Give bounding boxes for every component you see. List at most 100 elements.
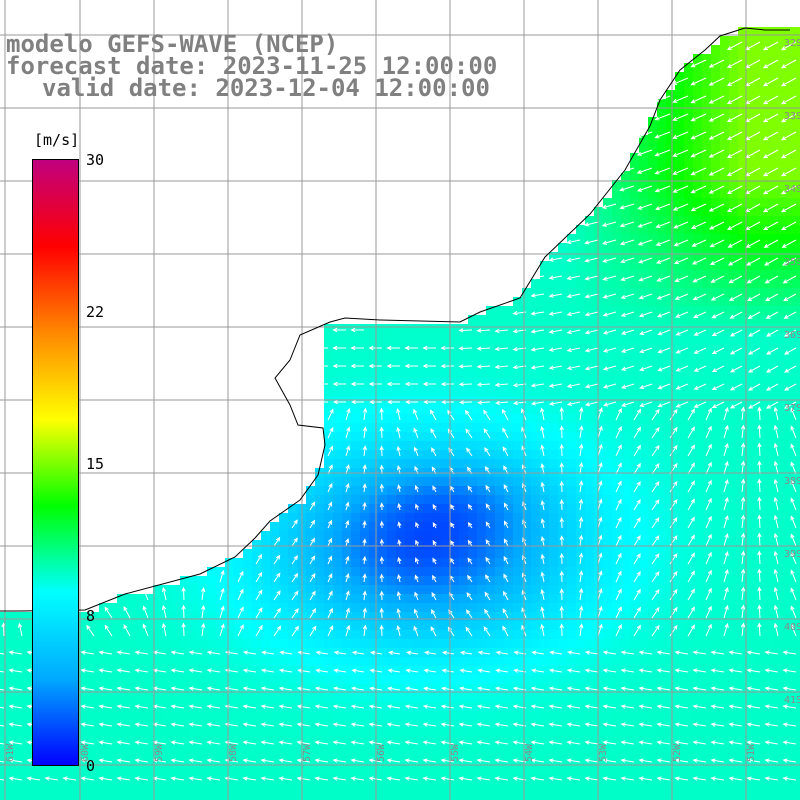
speed-cell [666,513,676,523]
speed-cell [333,378,343,388]
speed-cell [711,531,721,541]
speed-cell [396,684,406,694]
speed-cell [360,603,370,613]
wind-arrow [327,625,334,637]
speed-cell [450,450,460,460]
speed-cell [360,774,370,784]
speed-cell [720,288,730,298]
speed-cell [306,684,316,694]
speed-cell [459,342,469,352]
speed-cell [378,342,388,352]
speed-cell [738,324,748,334]
speed-cell [531,540,541,550]
speed-cell [729,747,739,757]
speed-cell [792,306,800,316]
speed-cell [585,288,595,298]
speed-cell [792,513,800,523]
speed-cell [342,639,352,649]
speed-cell [504,423,514,433]
speed-cell [342,666,352,676]
speed-cell [621,171,631,181]
speed-cell [711,594,721,604]
speed-cell [126,630,136,640]
speed-cell [702,162,712,172]
speed-cell [693,504,703,514]
speed-cell [657,711,667,721]
speed-cell [522,432,532,442]
speed-cell [423,657,433,667]
speed-cell [387,783,397,793]
speed-cell [693,216,703,226]
speed-cell [675,378,685,388]
speed-cell [477,441,487,451]
speed-cell [477,351,487,361]
speed-cell [225,558,235,568]
speed-cell [774,81,784,91]
speed-cell [522,441,532,451]
wind-arrow [404,363,418,369]
wind-arrow [170,668,185,673]
speed-cell [513,747,523,757]
speed-cell [522,522,532,532]
wind-arrow [134,668,149,673]
speed-cell [144,720,154,730]
wind-arrow [0,706,5,709]
wind-arrow [134,650,149,655]
speed-cell [720,720,730,730]
speed-cell [396,558,406,568]
speed-cell [378,324,388,334]
speed-cell [666,693,676,703]
speed-cell [711,135,721,145]
speed-cell [324,549,334,559]
speed-cell [378,423,388,433]
speed-cell [234,693,244,703]
speed-cell [783,450,793,460]
speed-cell [576,693,586,703]
speed-cell [792,180,800,190]
speed-cell [234,792,244,800]
speed-cell [657,324,667,334]
speed-cell [657,99,667,109]
speed-cell [405,333,415,343]
speed-cell [612,702,622,712]
speed-cell [567,270,577,280]
speed-cell [540,315,550,325]
speed-cell [630,351,640,361]
speed-cell [81,711,91,721]
speed-cell [549,522,559,532]
speed-cell [738,171,748,181]
speed-cell [567,576,577,586]
speed-cell [576,360,586,370]
speed-cell [441,711,451,721]
speed-cell [774,153,784,163]
speed-cell [486,387,496,397]
speed-cell [459,558,469,568]
speed-cell [729,657,739,667]
speed-cell [99,765,109,775]
speed-cell [585,495,595,505]
speed-cell [711,576,721,586]
speed-cell [369,432,379,442]
speed-cell [738,657,748,667]
speed-cell [522,657,532,667]
speed-cell [288,738,298,748]
speed-cell [549,765,559,775]
speed-cell [783,351,793,361]
speed-cell [657,288,667,298]
speed-cell [657,477,667,487]
speed-cell [378,549,388,559]
speed-cell [414,729,424,739]
speed-cell [729,171,739,181]
speed-cell [243,657,253,667]
speed-cell [765,477,775,487]
speed-cell [198,648,208,658]
speed-cell [99,630,109,640]
speed-cell [108,756,118,766]
speed-cell [414,324,424,334]
speed-cell [333,693,343,703]
speed-cell [153,585,163,595]
speed-cell [432,459,442,469]
speed-cell [423,711,433,721]
speed-cell [531,531,541,541]
speed-cell [396,387,406,397]
